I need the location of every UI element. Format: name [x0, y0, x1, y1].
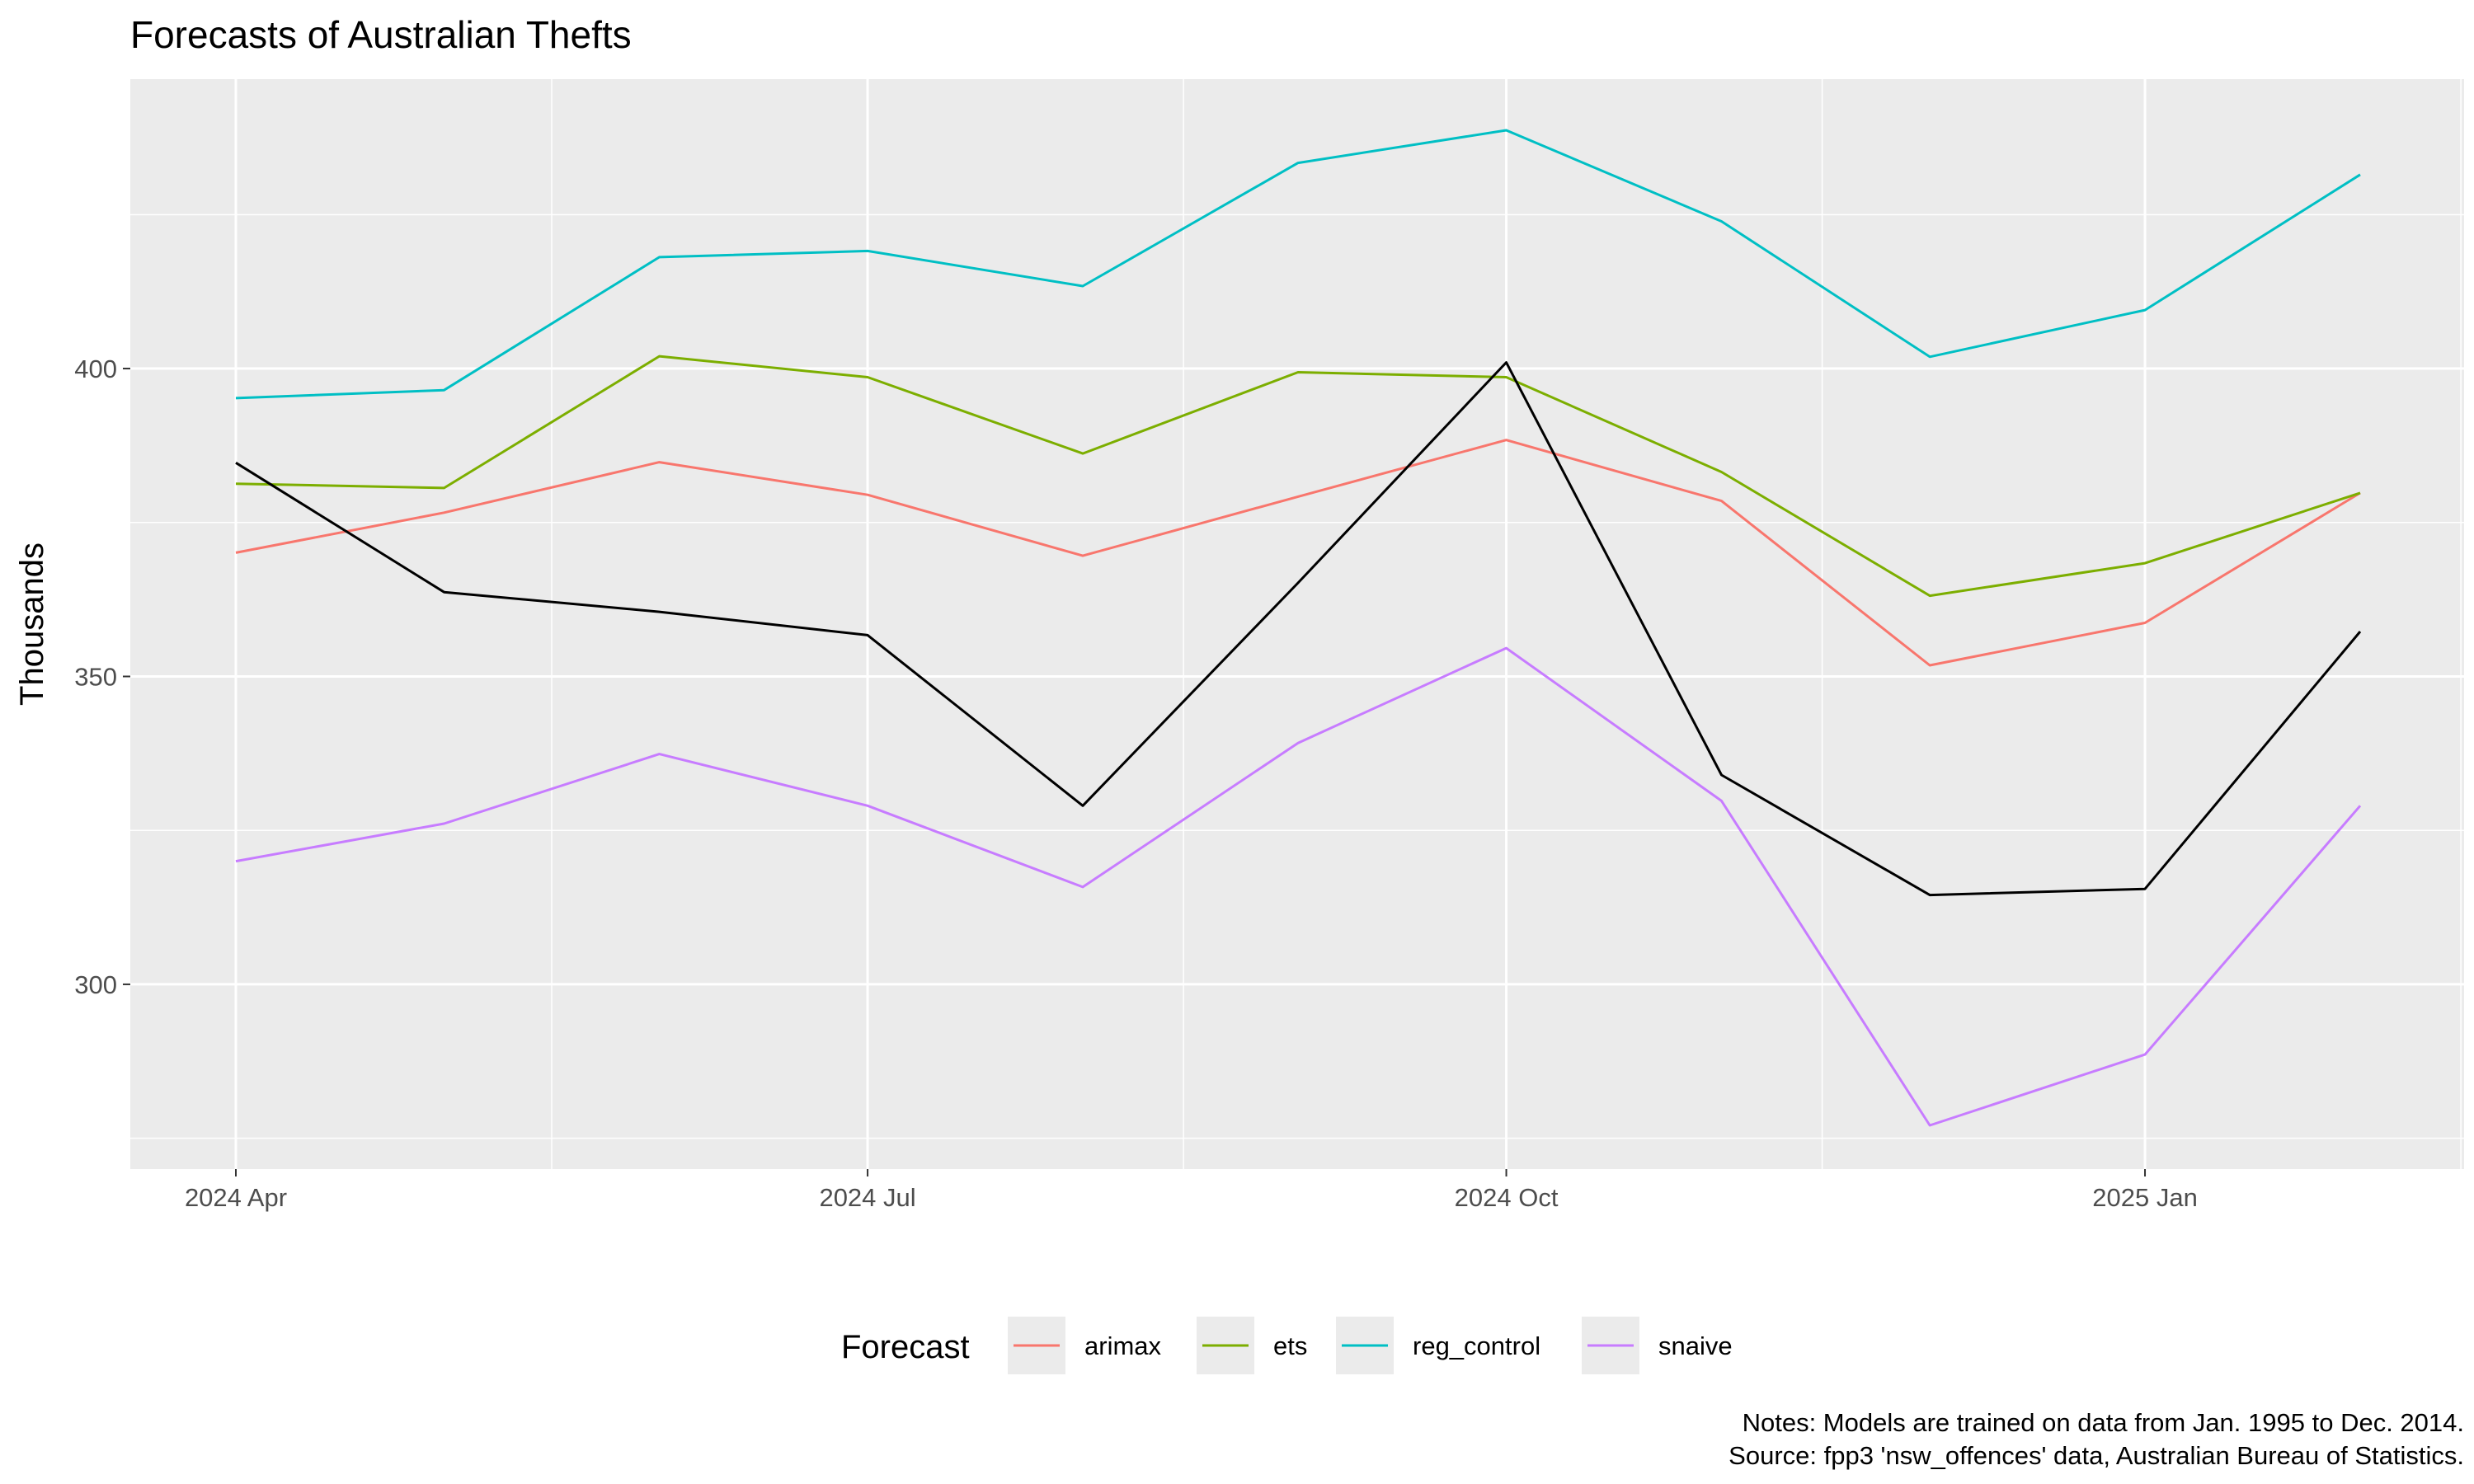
legend-label: arimax	[1084, 1331, 1162, 1360]
legend-item-arimax: arimax	[1008, 1317, 1162, 1374]
x-tick-label: 2024 Apr	[185, 1183, 287, 1212]
y-tick-label: 350	[74, 662, 117, 691]
x-tick-label: 2024 Jul	[819, 1183, 915, 1212]
x-tick-label: 2025 Jan	[2092, 1183, 2198, 1212]
y-axis-title: Thousands	[14, 542, 50, 706]
series-line-actual	[235, 361, 2362, 897]
legend-title: Forecast	[841, 1329, 970, 1365]
chart-title: Forecasts of Australian Thefts	[130, 13, 632, 56]
series-lines	[235, 129, 2362, 1127]
plot-panel-background	[130, 79, 2464, 1169]
legend-item-ets: ets	[1197, 1317, 1307, 1374]
x-axis: 2024 Apr 2024 Jul 2024 Oct 2025 Jan	[185, 1169, 2198, 1212]
grid-minor-vertical	[551, 79, 2462, 1169]
chart-notes: Notes: Models are trained on data from J…	[1729, 1408, 2464, 1470]
plot-panel	[130, 79, 2464, 1169]
y-tick-label: 300	[74, 970, 117, 999]
grid-major-horizontal	[130, 367, 2464, 986]
legend-item-snaive: snaive	[1582, 1317, 1733, 1374]
legend-label: ets	[1273, 1331, 1307, 1360]
y-axis: 300 350 400	[74, 355, 130, 999]
legend-label: snaive	[1658, 1331, 1733, 1360]
grid-major-vertical	[234, 79, 2147, 1169]
series-line-ets	[235, 355, 2361, 598]
x-tick-label: 2024 Oct	[1455, 1183, 1559, 1212]
y-tick-label: 400	[74, 355, 117, 383]
grid-minor-horizontal	[130, 214, 2464, 1139]
legend-item-reg-control: reg_control	[1336, 1317, 1540, 1374]
notes-line-1: Notes: Models are trained on data from J…	[1743, 1408, 2464, 1437]
notes-line-2: Source: fpp3 'nsw_offences' data, Austra…	[1729, 1441, 2464, 1470]
series-line-reg-control	[235, 129, 2361, 400]
legend: Forecast arimax ets reg_control snaive	[841, 1317, 1733, 1374]
series-line-snaive	[235, 646, 2362, 1127]
legend-label: reg_control	[1413, 1331, 1540, 1360]
series-line-arimax	[235, 439, 2361, 667]
